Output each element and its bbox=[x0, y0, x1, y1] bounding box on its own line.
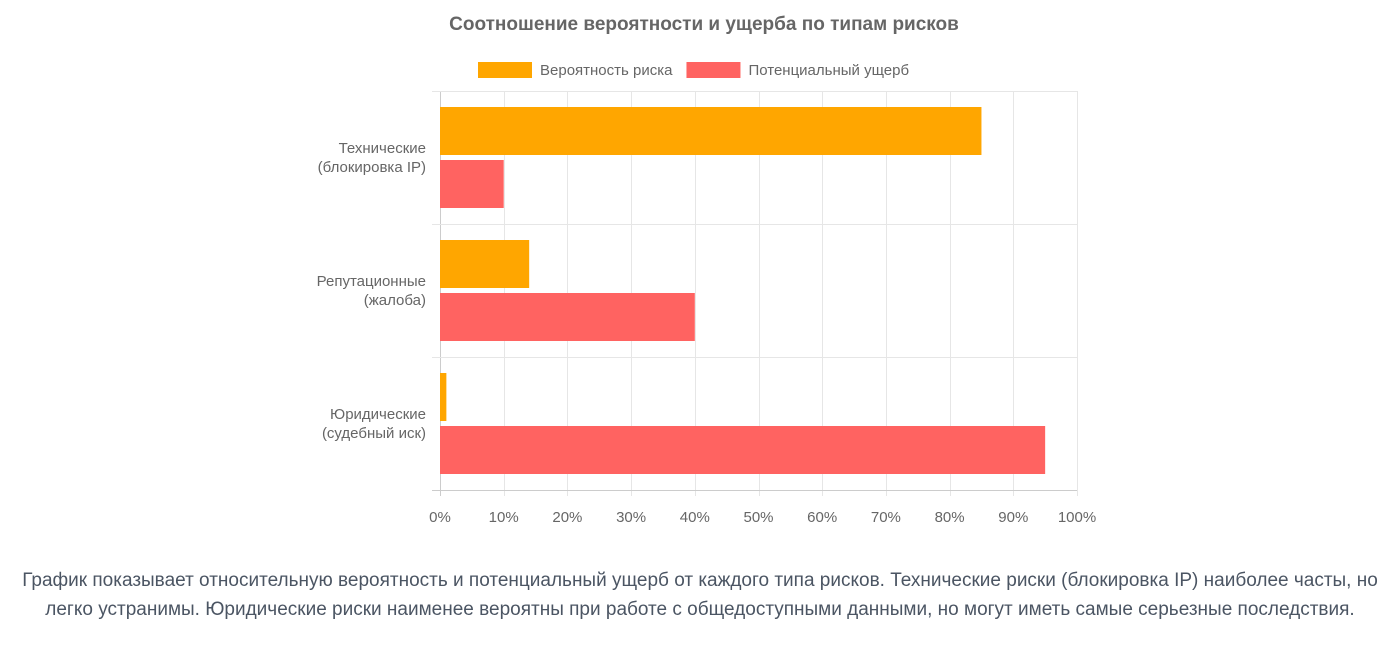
x-tick-label: 90% bbox=[998, 509, 1028, 526]
bar-probability-0[interactable] bbox=[440, 107, 982, 155]
chart-caption: График показывает относительную вероятно… bbox=[22, 570, 1378, 620]
x-tick-label: 40% bbox=[680, 509, 710, 526]
chart-grid bbox=[432, 91, 1078, 496]
x-tick-label: 60% bbox=[807, 509, 837, 526]
x-axis-ticks: 0% 10% 20% 30% 40% 50% 60% 70% 80% 90% 100% bbox=[429, 509, 1096, 526]
x-tick-label: 100% bbox=[1058, 509, 1096, 526]
category-label: Технические bbox=[339, 140, 426, 157]
x-tick-label: 0% bbox=[429, 509, 451, 526]
x-tick-label: 50% bbox=[743, 509, 773, 526]
x-tick-label: 30% bbox=[616, 509, 646, 526]
category-label: (блокировка IP) bbox=[318, 159, 426, 176]
legend-label-1[interactable]: Потенциальный ущерб bbox=[748, 62, 909, 79]
legend-swatch-1[interactable] bbox=[686, 62, 741, 78]
x-tick-label: 80% bbox=[935, 509, 965, 526]
chart-bars bbox=[440, 107, 1046, 474]
chart-title: Соотношение вероятности и ущерба по типа… bbox=[449, 14, 959, 35]
bar-probability-2[interactable] bbox=[440, 373, 447, 421]
bar-probability-1[interactable] bbox=[440, 240, 530, 288]
legend-swatch-0[interactable] bbox=[478, 62, 532, 78]
category-label: (жалоба) bbox=[364, 292, 426, 309]
bar-damage-2[interactable] bbox=[440, 426, 1046, 474]
category-label: Юридические bbox=[330, 406, 426, 423]
y-axis-categories: Технические (блокировка IP) Репутационные (… bbox=[317, 140, 426, 442]
bar-damage-1[interactable] bbox=[440, 293, 695, 341]
chart-canvas: Соотношение вероятности и ущерба по типа… bbox=[317, 14, 1097, 526]
x-tick-label: 20% bbox=[552, 509, 582, 526]
legend: Вероятность риска Потенциальный ущерб bbox=[478, 62, 909, 79]
x-tick-label: 70% bbox=[871, 509, 901, 526]
legend-label-0[interactable]: Вероятность риска bbox=[540, 62, 673, 79]
category-label: (судебный иск) bbox=[322, 425, 426, 442]
bar-damage-0[interactable] bbox=[440, 160, 504, 208]
risk-chart: Соотношение вероятности и ущерба по типа… bbox=[317, 14, 1097, 526]
x-tick-label: 10% bbox=[489, 509, 519, 526]
category-label: Репутационные bbox=[317, 273, 426, 290]
